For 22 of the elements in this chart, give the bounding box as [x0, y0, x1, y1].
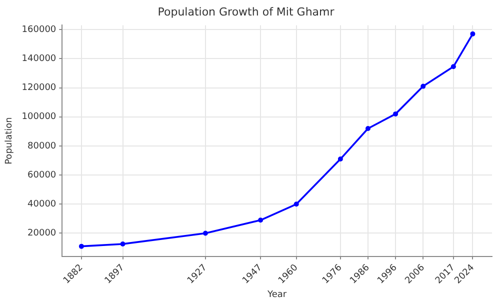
chart-title: Population Growth of Mit Ghamr — [158, 5, 335, 18]
point — [366, 126, 371, 131]
point — [420, 84, 426, 89]
point — [78, 244, 84, 249]
y-axis-title: Population — [4, 117, 15, 164]
x-axis-title: Year — [266, 290, 287, 300]
point — [450, 64, 456, 70]
point — [202, 230, 208, 236]
y-tick-label: 100000 — [22, 112, 56, 122]
point — [393, 111, 398, 116]
point — [120, 242, 126, 246]
point — [470, 31, 476, 36]
y-tick-label: 40000 — [28, 199, 56, 210]
point — [258, 218, 264, 223]
y-tick-label: 20000 — [28, 228, 56, 239]
y-tick-label: 140000 — [22, 54, 56, 64]
y-tick-label: 80000 — [28, 141, 56, 152]
y-tick-label: 160000 — [22, 24, 56, 35]
y-tick-label: 120000 — [22, 83, 56, 94]
y-tick-label: 60000 — [28, 170, 56, 180]
point — [294, 202, 299, 207]
point — [338, 156, 343, 162]
